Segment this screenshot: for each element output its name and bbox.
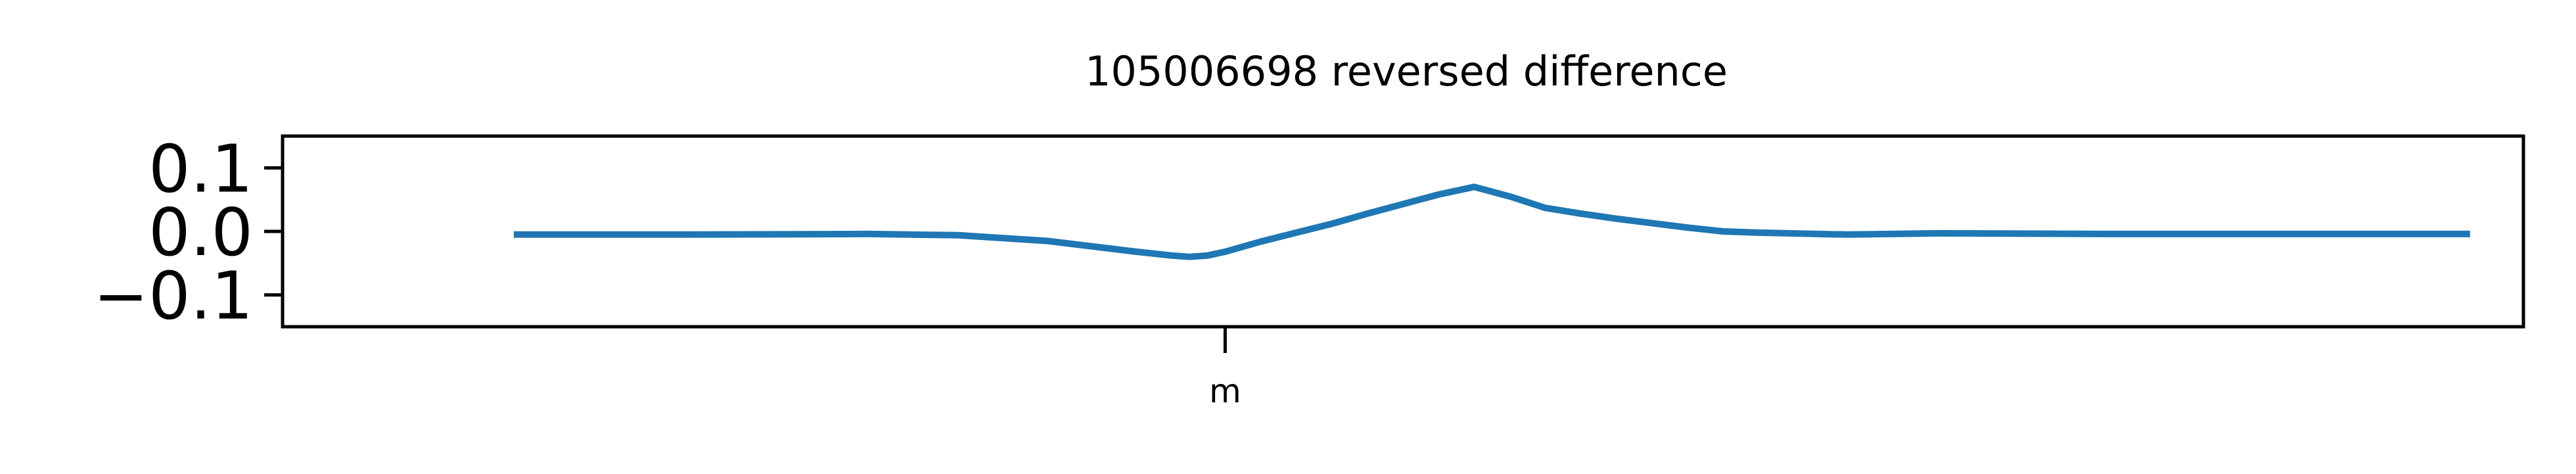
y-axis-ticks: 0.10.0−0.1 <box>93 130 283 335</box>
plot-area <box>513 183 2470 260</box>
plot-frame <box>281 134 2525 329</box>
chart-title: 105006698 reversed difference <box>1085 47 1728 95</box>
y-tick-label: 0.0 <box>149 194 253 271</box>
series-line <box>513 183 2470 260</box>
x-axis-ticks: m <box>1209 327 1241 410</box>
x-tick-label: m <box>1209 372 1241 410</box>
y-tick-label: 0.1 <box>149 130 253 207</box>
y-tick-label: −0.1 <box>93 258 253 335</box>
